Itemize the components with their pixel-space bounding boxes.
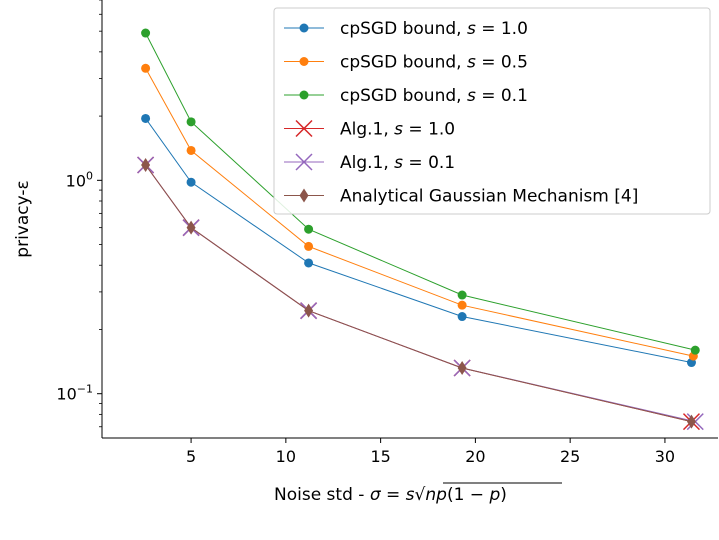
data-point bbox=[304, 303, 314, 318]
legend-entry: Alg.1, s = 0.1 bbox=[284, 153, 455, 173]
data-point bbox=[141, 63, 151, 73]
y-axis: 10−1 100 bbox=[56, 0, 102, 428]
series-2 bbox=[141, 63, 698, 361]
data-point bbox=[295, 153, 313, 171]
legend-entry: Analytical Gaussian Mechanism [4] bbox=[284, 187, 638, 207]
x-tick-label: 30 bbox=[655, 447, 675, 466]
data-point bbox=[299, 57, 309, 66]
x-tick-label: 25 bbox=[560, 447, 580, 466]
x-axis: 5 10 15 20 25 30 bbox=[186, 438, 675, 466]
plot-area bbox=[101, 0, 718, 439]
data-point bbox=[299, 188, 309, 203]
data-point bbox=[686, 414, 696, 429]
legend-entry: cpSGD bound, s = 0.1 bbox=[284, 86, 528, 106]
y-axis-label: privacy-ε bbox=[13, 180, 33, 257]
legend-label: cpSGD bound, s = 0.5 bbox=[340, 53, 528, 73]
x-tick-label: 10 bbox=[276, 447, 296, 466]
legend-label: Analytical Gaussian Mechanism [4] bbox=[340, 187, 638, 207]
y-tick-label: 100 bbox=[66, 169, 93, 190]
data-point bbox=[141, 28, 151, 38]
data-point bbox=[295, 119, 313, 138]
legend-label: Alg.1, s = 0.1 bbox=[340, 153, 455, 173]
legend-label: cpSGD bound, s = 1.0 bbox=[340, 19, 528, 39]
legend-entry: cpSGD bound, s = 1.0 bbox=[284, 19, 528, 39]
data-point bbox=[186, 145, 196, 155]
data-point bbox=[304, 224, 314, 234]
legend-entry: Alg.1, s = 1.0 bbox=[284, 120, 455, 140]
x-tick-label: 5 bbox=[186, 447, 196, 466]
y-tick-label: 10−1 bbox=[56, 383, 93, 404]
data-point bbox=[457, 300, 467, 310]
data-point-stroke bbox=[295, 119, 313, 138]
series-layer bbox=[137, 28, 704, 431]
data-point bbox=[457, 360, 467, 375]
series-3 bbox=[141, 28, 700, 355]
legend-entry: cpSGD bound, s = 0.5 bbox=[284, 53, 528, 73]
x-axis-label: Noise std - σ = s√np(1 − p) bbox=[274, 482, 562, 505]
data-point bbox=[299, 23, 309, 33]
data-point bbox=[304, 241, 314, 251]
legend-label: Alg.1, s = 1.0 bbox=[340, 120, 455, 140]
data-point bbox=[457, 290, 467, 300]
series-1 bbox=[141, 113, 696, 368]
data-point bbox=[186, 220, 196, 235]
axis-labels: privacy-ε Noise std - σ = s√np(1 − p) bbox=[13, 180, 562, 505]
data-point bbox=[186, 177, 196, 187]
legend-label: cpSGD bound, s = 0.1 bbox=[340, 86, 528, 106]
x-tick-label: 20 bbox=[465, 447, 485, 466]
data-point bbox=[141, 113, 151, 123]
data-point bbox=[690, 345, 700, 355]
legend-box bbox=[273, 7, 711, 215]
x-axis-label-text: Noise std - σ = s√np(1 − p) bbox=[274, 485, 507, 505]
data-point bbox=[141, 157, 151, 172]
data-point bbox=[186, 117, 196, 127]
series-6 bbox=[141, 157, 696, 429]
x-tick-label: 15 bbox=[370, 447, 390, 466]
data-point bbox=[457, 312, 467, 322]
data-point bbox=[299, 90, 309, 100]
data-point bbox=[304, 258, 314, 268]
data-point-stroke bbox=[295, 153, 313, 171]
legend: cpSGD bound, s = 1.0 cpSGD bound, s = 0.5… bbox=[273, 7, 711, 215]
